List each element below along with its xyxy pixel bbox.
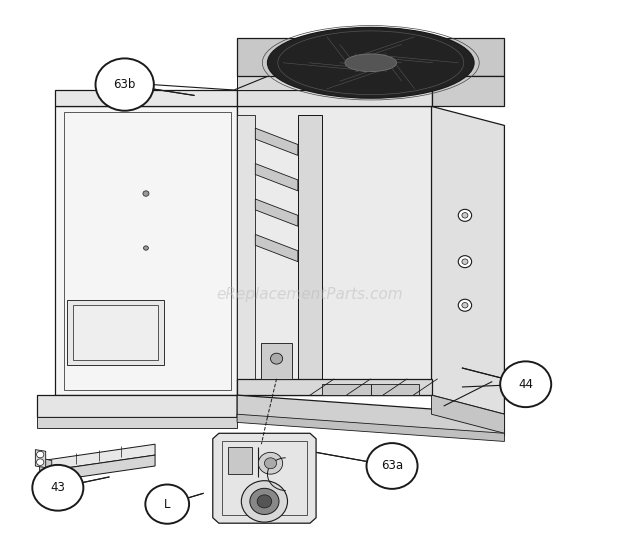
Polygon shape <box>255 199 298 226</box>
Text: L: L <box>164 498 170 510</box>
Circle shape <box>462 212 468 218</box>
Polygon shape <box>432 76 505 106</box>
Polygon shape <box>237 38 505 76</box>
Circle shape <box>458 210 472 221</box>
Text: 44: 44 <box>518 378 533 391</box>
Circle shape <box>462 302 468 308</box>
Circle shape <box>143 191 149 196</box>
Circle shape <box>270 353 283 364</box>
Polygon shape <box>35 450 46 468</box>
Polygon shape <box>237 76 432 90</box>
Polygon shape <box>255 128 298 156</box>
Circle shape <box>458 256 472 267</box>
Polygon shape <box>40 458 51 488</box>
Circle shape <box>32 465 83 510</box>
Polygon shape <box>255 235 298 262</box>
Polygon shape <box>371 384 419 395</box>
Polygon shape <box>237 106 432 395</box>
Circle shape <box>145 484 189 524</box>
Text: eReplacementParts.com: eReplacementParts.com <box>216 287 404 302</box>
Circle shape <box>250 488 279 514</box>
Polygon shape <box>255 163 298 191</box>
Circle shape <box>37 451 44 458</box>
Circle shape <box>259 453 283 474</box>
Text: 63a: 63a <box>381 459 403 473</box>
Polygon shape <box>322 384 371 395</box>
Ellipse shape <box>267 27 474 98</box>
Polygon shape <box>237 90 432 106</box>
Ellipse shape <box>358 58 383 67</box>
Text: 43: 43 <box>50 481 65 494</box>
Circle shape <box>143 246 148 250</box>
Polygon shape <box>237 395 505 436</box>
Polygon shape <box>55 106 237 395</box>
Polygon shape <box>237 414 505 441</box>
Polygon shape <box>67 300 164 365</box>
Circle shape <box>37 459 44 465</box>
Polygon shape <box>43 455 155 483</box>
Polygon shape <box>55 90 237 106</box>
Circle shape <box>458 299 472 311</box>
Circle shape <box>257 495 272 508</box>
Polygon shape <box>432 395 505 433</box>
Polygon shape <box>298 115 322 379</box>
Circle shape <box>95 58 154 111</box>
Circle shape <box>500 361 551 407</box>
Polygon shape <box>37 395 237 417</box>
Polygon shape <box>37 417 237 428</box>
Polygon shape <box>237 379 432 395</box>
Polygon shape <box>262 344 292 379</box>
Polygon shape <box>432 106 505 414</box>
Ellipse shape <box>345 54 397 72</box>
Circle shape <box>264 458 277 469</box>
Polygon shape <box>213 433 316 523</box>
Circle shape <box>462 259 468 265</box>
Circle shape <box>366 443 417 489</box>
Polygon shape <box>43 444 155 471</box>
Circle shape <box>241 481 288 522</box>
Polygon shape <box>73 305 158 360</box>
Polygon shape <box>228 447 252 474</box>
Polygon shape <box>237 115 255 379</box>
Text: 63b: 63b <box>113 78 136 91</box>
